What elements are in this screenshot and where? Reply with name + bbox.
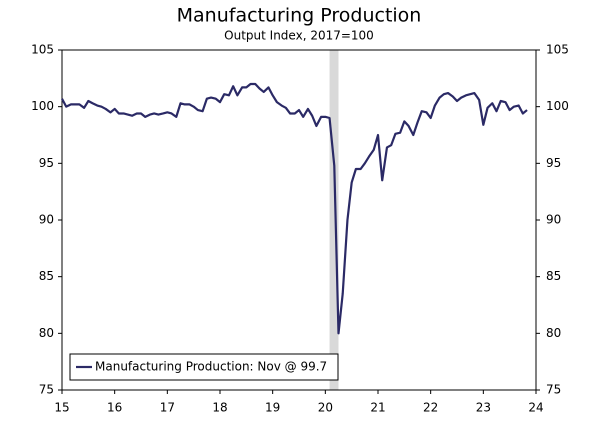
legend-box — [69, 353, 339, 381]
x-tick-label: 16 — [107, 401, 122, 415]
data-line — [61, 82, 528, 335]
y-tick-label: 90 — [39, 213, 54, 227]
y2-tick-label: 80 — [546, 326, 561, 340]
y-tick-label: 75 — [39, 383, 54, 397]
y-tick-label: 85 — [39, 269, 54, 283]
x-tick-label: 19 — [265, 401, 280, 415]
x-tick-label: 15 — [54, 401, 69, 415]
chart-title: Manufacturing Production — [177, 5, 422, 27]
x-tick-label: 22 — [423, 401, 438, 415]
x-tick-label: 21 — [370, 401, 385, 415]
y2-tick-label: 90 — [546, 213, 561, 227]
y2-tick-label: 105 — [546, 43, 569, 57]
y-tick-label: 100 — [31, 99, 54, 113]
plot-frame — [61, 49, 537, 391]
y-tick-label: 105 — [31, 43, 54, 57]
y2-tick-label: 95 — [546, 156, 561, 170]
y-tick-label: 80 — [39, 326, 54, 340]
y2-tick-label: 85 — [546, 269, 561, 283]
shaded-region — [329, 50, 339, 390]
legend-label: Manufacturing Production: Nov @ 99.7 — [95, 360, 327, 374]
chart-subtitle: Output Index, 2017=100 — [224, 29, 374, 43]
x-tick-label: 17 — [160, 401, 175, 415]
x-tick-label: 23 — [476, 401, 491, 415]
y-tick-label: 95 — [39, 156, 54, 170]
x-tick-label: 18 — [212, 401, 227, 415]
x-tick-label: 20 — [318, 401, 333, 415]
x-tick-label: 24 — [528, 401, 543, 415]
y2-tick-label: 100 — [546, 99, 569, 113]
y2-tick-label: 75 — [546, 383, 561, 397]
